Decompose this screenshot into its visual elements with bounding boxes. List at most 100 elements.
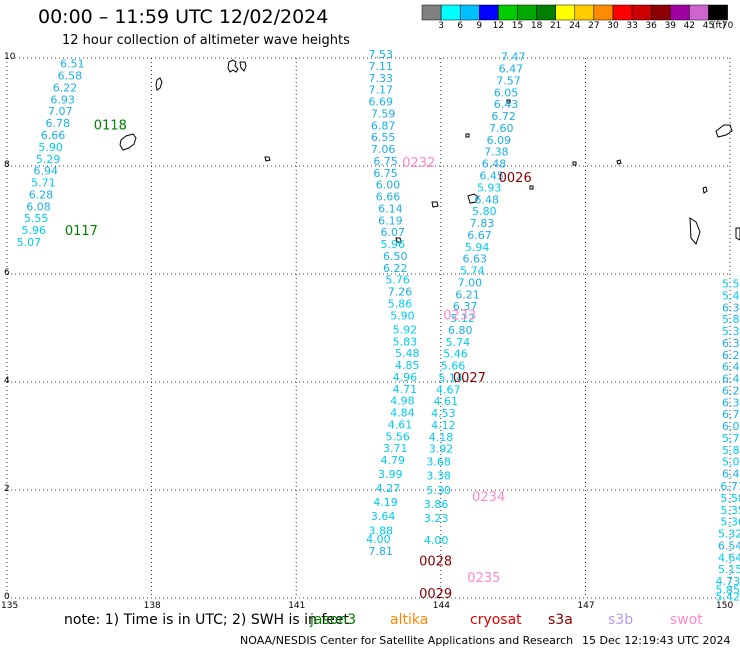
wave-height-value: 5.80 [472, 205, 497, 218]
pass-time-label: 0235 [467, 571, 500, 586]
wave-height-value: 4.27 [376, 482, 401, 495]
footer-note: note: 1) Time is in UTC; 2) SWH is in fe… [64, 612, 350, 628]
legend-swatch [498, 4, 518, 21]
wave-height-value: 6.51 [60, 58, 85, 71]
wave-height-value: 7.00 [458, 276, 483, 289]
legend-swatch [459, 4, 480, 21]
wave-height-value: 4.85 [395, 359, 420, 372]
wave-height-value: 6.63 [462, 253, 487, 266]
wave-height-value: 6.50 [383, 250, 408, 263]
map-title: 00:00 – 11:59 UTC 12/02/2024 [38, 6, 329, 28]
wave-height-value: 6.21 [455, 288, 480, 301]
island-outline [239, 61, 247, 72]
legend-swatch [555, 4, 576, 21]
mission-label-s3a: s3a [548, 612, 573, 628]
wave-height-value: 6.54 [718, 539, 740, 552]
wave-height-value: 4.12 [431, 419, 456, 432]
wave-height-value: 4.61 [388, 418, 413, 431]
lat-tick-label: 8 [4, 160, 10, 170]
legend-swatch [440, 4, 461, 21]
mission-label-cryosat: cryosat [470, 612, 522, 628]
mission-label-altika: altika [390, 612, 429, 628]
mission-label-s3b: s3b [608, 612, 634, 628]
lon-tick-label: 147 [577, 601, 595, 611]
wave-height-value: 6.00 [376, 179, 401, 192]
wave-height-value: 6.19 [378, 214, 403, 227]
island-outline [572, 161, 577, 166]
wave-height-value: 6.72 [491, 110, 516, 123]
legend-swatch [574, 4, 595, 21]
footer-credit: NOAA/NESDIS Center for Satellite Applica… [240, 634, 574, 647]
mission-label-swot: swot [670, 612, 703, 628]
island-outline [616, 159, 622, 165]
legend-label: 70 [721, 21, 734, 31]
wave-height-value: 6.80 [448, 324, 473, 337]
pass-time-label: 0233 [443, 308, 476, 323]
wave-height-value: 6.38 [722, 396, 740, 409]
wave-height-value: 5.32 [718, 528, 740, 541]
wave-height-value: 5.90 [390, 309, 415, 322]
island-outline [431, 201, 439, 208]
legend-swatch [650, 4, 671, 21]
legend-label: 15 [511, 21, 524, 31]
wave-height-value: 6.48 [722, 468, 740, 481]
legend-swatch [612, 4, 633, 21]
legend-swatch [689, 4, 709, 21]
island-outline [735, 227, 740, 241]
wave-height-value: 5.80 [722, 444, 740, 457]
wave-height-value: 7.11 [369, 60, 394, 73]
wave-height-value: 6.71 [722, 408, 740, 421]
lon-tick-label: 135 [1, 601, 19, 611]
legend-label: 45 [702, 21, 715, 31]
wave-height-value: 7.33 [369, 72, 394, 85]
wave-height-value: 4.73 [716, 575, 740, 588]
legend-label: 12 [492, 21, 505, 31]
lon-tick-label: 138 [143, 601, 161, 611]
wave-height-value: 4.98 [390, 395, 415, 408]
land-outlines [119, 59, 740, 246]
wave-height-value: 6.66 [41, 129, 66, 142]
wave-height-value: 6.67 [467, 229, 492, 242]
wave-height-value: 6.48 [482, 158, 507, 171]
wave-height-value: 5.74 [446, 336, 471, 349]
wave-height-value: 5.79 [722, 432, 740, 445]
wave-height-value: 6.93 [50, 93, 75, 106]
legend-label: 33 [626, 21, 638, 31]
legend-swatch [421, 4, 442, 21]
wave-height-value: 3.92 [429, 443, 454, 456]
wave-height-value: 6.28 [722, 349, 740, 362]
wave-height-value: 6.87 [371, 119, 396, 132]
wave-height-value: 6.28 [29, 188, 54, 201]
wave-height-value: 3.71 [383, 442, 408, 455]
wave-height-value: 4.67 [436, 383, 461, 396]
wave-height-value: 5.96 [21, 224, 46, 237]
wave-height-value: 3.86 [424, 498, 449, 511]
lat-tick-label: 4 [4, 376, 10, 386]
wave-height-value: 6.22 [53, 81, 78, 94]
island-outline [715, 124, 733, 138]
pass-time-label: 0234 [472, 490, 505, 505]
legend-swatch [593, 4, 614, 21]
wave-height-value: 5.42 [716, 591, 740, 604]
wave-height-value: 6.75 [373, 167, 398, 180]
wave-height-value: 4.00 [424, 534, 449, 547]
legend-swatch [517, 4, 537, 21]
pass-time-label: 0029 [419, 587, 452, 602]
lon-tick-label: 144 [432, 601, 450, 611]
wave-height-value: 6.69 [369, 96, 394, 109]
wave-height-value: 6.24 [722, 384, 740, 397]
wave-height-value: 7.26 [388, 286, 413, 299]
pass-time-label: 0026 [499, 171, 532, 186]
wave-height-value: 6.07 [381, 226, 406, 239]
wave-height-value: 6.22 [383, 262, 408, 275]
legend-unit: (ft) [712, 21, 726, 31]
wave-height-value: 5.14 [438, 371, 463, 384]
wave-height-value: 6.66 [376, 191, 401, 204]
wave-height-values: 6.516.586.226.937.076.786.665.905.296.94… [17, 48, 740, 604]
map-subtitle: 12 hour collection of altimeter wave hei… [62, 33, 350, 48]
lon-tick-label: 141 [288, 601, 306, 611]
wave-height-value: 6.02 [722, 420, 740, 433]
wave-height-value: 6.45 [722, 361, 740, 374]
wave-height-value: 6.08 [26, 200, 50, 213]
wave-height-value: 3.64 [371, 510, 396, 523]
